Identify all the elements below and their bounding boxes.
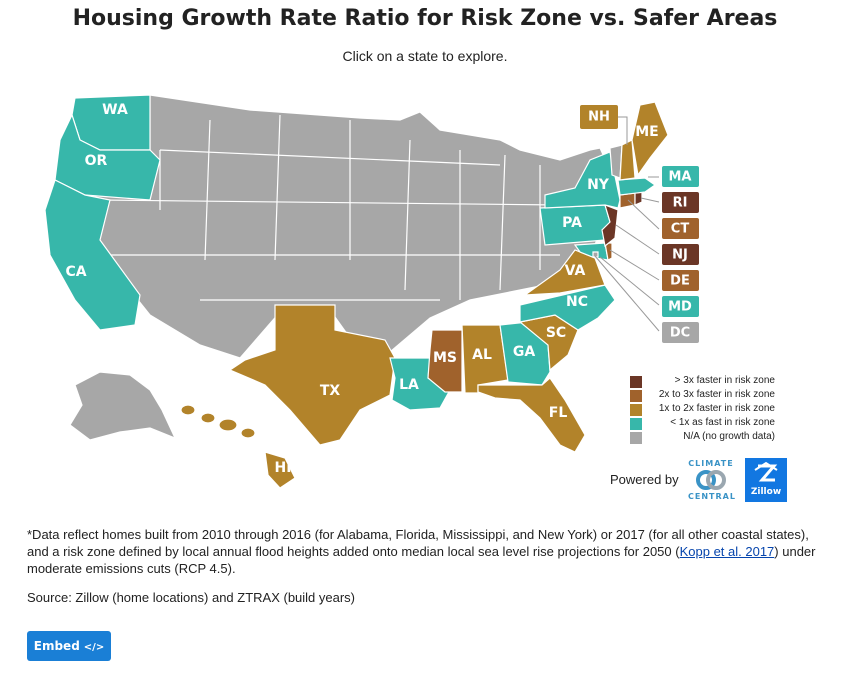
dc-box[interactable] [662,322,699,343]
state-shape-or[interactable] [54,113,161,201]
leader-lines [594,116,660,332]
footnote: *Data reflect homes built from 2010 thro… [27,526,827,577]
climate-central-logo[interactable]: CLIMATE CENTRAL [688,459,736,501]
footnote-text: *Data reflect homes built from 2010 thro… [27,527,809,559]
state-shape-fl[interactable] [477,377,586,453]
state-shape-ma[interactable] [617,177,657,196]
box-label-ct: CT [671,222,690,237]
legend-item: < 1x as fast in risk zone [630,417,775,431]
legend-label: > 3x faster in risk zone [674,375,775,386]
logo-text-climate: CLIMATE [688,459,734,468]
ct-box[interactable] [662,218,699,239]
state-shape-ca[interactable] [44,179,141,331]
state-shape-nh[interactable] [619,139,636,181]
state-label-la: LA [399,377,419,393]
us-map: WA OR CA TX LA MS AL GA FL SC NC VA PA N… [44,94,699,489]
embed-label: Embed [33,639,80,653]
embed-button[interactable]: Embed </> [27,631,111,661]
map-subtitle: Click on a state to explore. [342,48,508,64]
ma-box[interactable] [662,166,699,187]
box-label-ri: RI [673,196,688,211]
md-box[interactable] [662,296,699,317]
legend-label: 1x to 2x faster in risk zone [658,403,775,414]
zillow-logo-text: Zillow [750,487,782,497]
nh-box[interactable] [580,105,618,129]
state-label-al: AL [472,347,492,363]
legend-swatch [630,404,642,416]
map-title: Housing Growth Rate Ratio for Risk Zone … [72,6,778,31]
state-label-wa: WA [102,102,128,118]
legend-label: N/A (no growth data) [683,431,775,442]
zillow-logo[interactable]: Zillow [745,458,787,502]
legend-label: 2x to 3x faster in risk zone [658,389,775,400]
state-shape-nc[interactable] [519,284,616,331]
de-box[interactable] [662,270,699,291]
state-label-hi: HI [275,460,292,476]
legend-label: < 1x as fast in risk zone [670,417,775,428]
kopp-citation-link[interactable]: Kopp et al. 2017 [679,544,775,559]
source-text: Source: Zillow (home locations) and ZTRA… [27,590,356,605]
logo-text-central: CENTRAL [688,492,736,501]
state-borders [95,114,561,301]
box-label-nj: NJ [672,248,688,263]
state-label-me: ME [635,124,659,140]
footnote-text-end: ) under moderate emissions cuts (RCP 4.5… [27,544,816,576]
state-label-ga: GA [513,344,535,360]
ri-box[interactable] [662,192,699,213]
legend-swatch [630,376,642,388]
zillow-z-icon [754,461,778,482]
legend-item: 2x to 3x faster in risk zone [630,389,775,403]
box-label-de: DE [670,274,690,289]
legend-swatch [630,390,642,402]
state-shape-nj[interactable] [601,204,619,248]
state-label-va: VA [565,263,586,279]
code-icon: </> [83,642,105,653]
state-label-tx: TX [320,383,341,399]
state-label-ny: NY [587,177,610,193]
state-shape-tx[interactable] [228,304,396,446]
state-shape-md[interactable] [573,242,609,261]
state-shape-hi[interactable] [180,404,296,489]
state-label-or: OR [85,153,108,169]
powered-by-text: Powered by [610,472,679,487]
box-label-ma: MA [669,170,692,185]
box-label-nh: NH [588,110,610,125]
state-label-sc: SC [546,325,566,341]
legend-item: N/A (no growth data) [630,431,775,445]
state-shape-ak[interactable] [69,371,177,441]
legend-item: > 3x faster in risk zone [630,375,775,389]
state-label-fl: FL [549,405,568,421]
state-label-nc: NC [566,294,588,310]
legend-swatch [630,432,642,444]
legend-item: 1x to 2x faster in risk zone [630,403,775,417]
nj-box[interactable] [662,244,699,265]
rings-icon [696,470,726,490]
state-shape-me[interactable] [631,101,669,177]
state-label-pa: PA [562,215,582,231]
box-label-md: MD [668,300,692,315]
state-shape-dc[interactable] [592,251,599,258]
box-label-dc: DC [670,326,690,341]
map-legend: > 3x faster in risk zone 2x to 3x faster… [630,375,775,445]
legend-swatch [630,418,642,430]
state-label-ca: CA [65,264,86,280]
state-label-ms: MS [433,350,457,366]
